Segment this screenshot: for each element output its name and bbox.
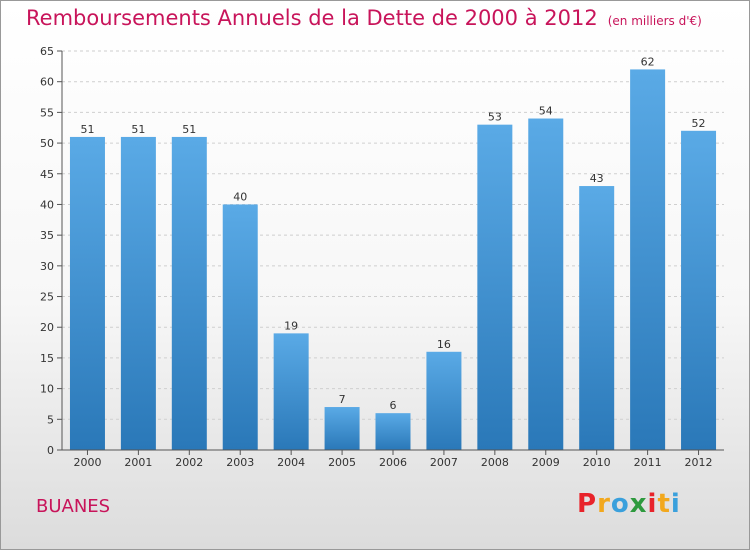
logo-letter: P: [577, 489, 598, 519]
y-tick-label: 5: [47, 413, 54, 426]
bar-2010: [579, 186, 615, 451]
town-name: BUANES: [36, 496, 111, 517]
y-tick-label: 25: [40, 291, 54, 304]
x-tick-label-2006: 2006: [379, 456, 407, 469]
bar-2001: [120, 136, 156, 450]
y-tick-label: 60: [40, 76, 54, 89]
x-tick-label-2000: 2000: [73, 456, 101, 469]
bar-2012: [681, 130, 717, 451]
x-tick-label-2008: 2008: [481, 456, 509, 469]
data-label-2004: 19: [284, 319, 298, 332]
x-tick-label-2005: 2005: [328, 456, 356, 469]
y-tick-label: 45: [40, 168, 54, 181]
logo-letter: t: [657, 489, 671, 519]
x-tick-label-2002: 2002: [175, 456, 203, 469]
y-tick-label: 65: [40, 45, 54, 58]
x-tick-label-2010: 2010: [583, 456, 611, 469]
logo-letter: i: [647, 489, 658, 519]
logo-letter: x: [629, 489, 648, 519]
x-tick-label-2012: 2012: [685, 456, 713, 469]
logo-letter: i: [670, 489, 681, 519]
data-label-2007: 16: [437, 338, 451, 351]
bar-2011: [630, 69, 666, 451]
bar-2002: [171, 136, 207, 450]
data-label-2011: 62: [641, 55, 655, 68]
bar-2005: [324, 407, 360, 450]
data-label-2002: 51: [182, 123, 196, 136]
bar-2009: [528, 118, 564, 451]
bar-2003: [222, 204, 258, 450]
data-label-2003: 40: [233, 190, 247, 203]
data-label-2009: 54: [539, 105, 553, 118]
proxiti-logo: Proxiti: [577, 489, 681, 519]
y-tick-label: 30: [40, 260, 54, 273]
chart-title: Remboursements Annuels de la Dette de 20…: [26, 6, 702, 30]
y-tick-label: 0: [47, 444, 54, 457]
data-label-2010: 43: [590, 172, 604, 185]
x-tick-label-2009: 2009: [532, 456, 560, 469]
chart-unit: (en milliers d'€): [607, 14, 702, 28]
x-tick-label-2007: 2007: [430, 456, 458, 469]
data-label-2000: 51: [80, 123, 94, 136]
x-tick-label-2011: 2011: [634, 456, 662, 469]
data-label-2008: 53: [488, 111, 502, 124]
data-label-2012: 52: [692, 117, 706, 130]
y-tick-label: 40: [40, 198, 54, 211]
x-tick-label-2001: 2001: [124, 456, 152, 469]
y-tick-label: 35: [40, 229, 54, 242]
y-tick-label: 15: [40, 352, 54, 365]
bar-2006: [375, 413, 411, 450]
y-tick-label: 20: [40, 321, 54, 334]
bar-2000: [69, 136, 105, 450]
x-tick-label-2004: 2004: [277, 456, 305, 469]
data-label-2005: 7: [339, 393, 346, 406]
logo-letter: r: [597, 489, 611, 519]
bar-2004: [273, 333, 309, 450]
x-tick-label-2003: 2003: [226, 456, 254, 469]
y-tick-label: 55: [40, 106, 54, 119]
y-tick-label: 50: [40, 137, 54, 150]
y-tick-label: 10: [40, 383, 54, 396]
logo-letter: o: [610, 489, 630, 519]
data-label-2001: 51: [131, 123, 145, 136]
bar-2008: [477, 124, 513, 451]
data-label-2006: 6: [390, 399, 397, 412]
bar-2007: [426, 351, 462, 450]
chart-title-text: Remboursements Annuels de la Dette de 20…: [26, 6, 598, 30]
